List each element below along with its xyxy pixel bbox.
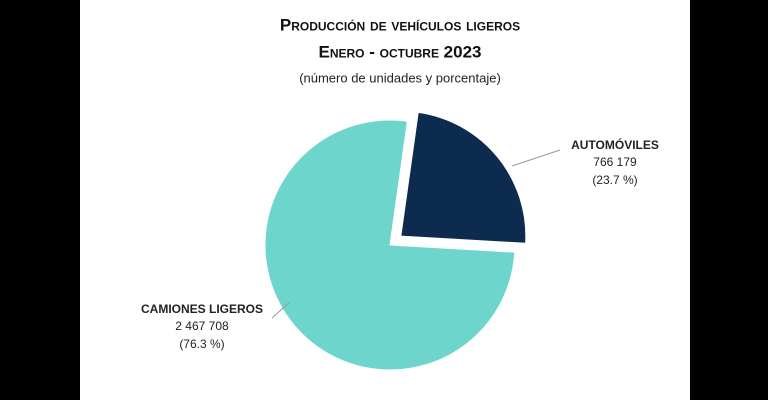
pie-slice	[400, 111, 527, 244]
slice-value: 2 467 708	[175, 319, 229, 333]
leader-line	[271, 301, 291, 319]
slice-value: 766 179	[593, 155, 637, 169]
chart-title: Producción de vehículos ligeros	[280, 15, 520, 34]
leader-line	[511, 149, 561, 167]
slice-percent: (76.3 %)	[179, 337, 224, 351]
slice-label: AUTOMÓVILES	[571, 137, 659, 152]
chart-subtitle: Enero - octubre 2023	[319, 42, 482, 61]
chart-note: (número de unidades y porcentaje)	[299, 70, 501, 85]
slice-percent: (23.7 %)	[592, 173, 637, 187]
pie-slice	[264, 119, 516, 371]
slice-label: CAMIONES LIGEROS	[141, 302, 263, 316]
